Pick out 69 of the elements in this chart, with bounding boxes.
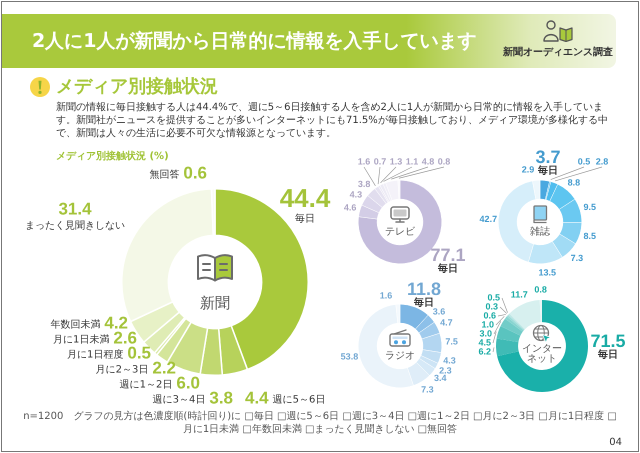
slice-label: 週に1～2日 bbox=[120, 380, 172, 391]
text: 新聞の情報に毎日接触する人は44.4%で、週に5～6日接触する人を含め2人に1人が新聞から日常的に情報を入手しています。新聞社がニュースを提供することが多いインターネットにも71.5%が毎日接触しており、メディア環境が多様化する中で、新聞は人々の生活に必要不可欠な情報源となっています。 bbox=[56, 101, 609, 140]
slice-label: 月に2～3日 bbox=[96, 364, 148, 376]
slice-label: 毎日 bbox=[295, 212, 315, 225]
slice-label: 月に1日程度 bbox=[66, 348, 124, 361]
data-label: 4.3 bbox=[350, 189, 362, 200]
data-label: 7.3 bbox=[570, 252, 584, 263]
data-label: 6.0 bbox=[176, 374, 200, 393]
data-label: 4.7 bbox=[440, 318, 453, 328]
data-label: 3.8 bbox=[209, 388, 234, 408]
data-label: 8.5 bbox=[583, 230, 596, 241]
data-label: 53.8 bbox=[340, 352, 358, 362]
data-label: 7.3 bbox=[421, 384, 434, 394]
data-label: 0.8 bbox=[438, 156, 450, 166]
data-label: 2.3 bbox=[439, 365, 452, 376]
data-label: 31.4 bbox=[58, 200, 92, 219]
data-label: 2.8 bbox=[596, 156, 608, 166]
data-label: 0.5 bbox=[487, 292, 500, 302]
data-label: 8.8 bbox=[568, 177, 580, 188]
data-label: 4.8 bbox=[422, 156, 434, 166]
data-label: 9.5 bbox=[583, 202, 596, 212]
slice-label: 毎日 bbox=[597, 348, 618, 361]
data-label: 4.5 bbox=[478, 337, 492, 348]
data-label: 4.3 bbox=[443, 355, 456, 366]
text: 新聞 bbox=[200, 294, 230, 312]
data-label: 4.4 bbox=[245, 388, 270, 408]
text: メディア別接触状況 (%) bbox=[56, 150, 169, 163]
data-label: 0.6 bbox=[483, 310, 496, 320]
slice-label: まったく見聞きしない bbox=[25, 220, 125, 232]
data-label: 1.1 bbox=[406, 156, 418, 166]
data-label: 3.8 bbox=[358, 179, 370, 190]
slice-label: 週に3～4日 bbox=[152, 394, 206, 406]
text: 雑誌 bbox=[530, 226, 550, 238]
data-label: 1.0 bbox=[481, 319, 494, 330]
text: 04 bbox=[609, 437, 622, 448]
data-label: 2.2 bbox=[152, 358, 176, 378]
data-label: 1.3 bbox=[390, 156, 402, 166]
slice-label: 毎日 bbox=[413, 296, 434, 309]
text: メディア別接触状況 bbox=[56, 75, 218, 99]
slice-label: 毎日 bbox=[537, 164, 558, 177]
slice-label: 年数回未満 bbox=[50, 318, 100, 331]
slice-label: 無回答 bbox=[149, 168, 180, 181]
slice-label: 月に1日未満 bbox=[52, 334, 110, 346]
text: テレビ bbox=[385, 226, 416, 238]
slice-label: 毎日 bbox=[437, 262, 458, 275]
data-label: 0.8 bbox=[534, 284, 547, 294]
data-label: 7.5 bbox=[445, 336, 458, 347]
data-label: 2.9 bbox=[522, 164, 534, 174]
text: n=1200 グラフの見方は色濃度順(時計回り)に □毎日 □週に5～6日 □週に3～4日 □週に1～2日 □月に2～3日 □月に1日程度 □月に1日未満 □年数回未満 □まったく見聞きしない □無回答 bbox=[22, 410, 618, 436]
data-label: 3.6 bbox=[432, 306, 446, 316]
text: 新聞オーディエンス調査 bbox=[503, 45, 613, 59]
data-label: 42.7 bbox=[480, 214, 498, 224]
data-label: 1.6 bbox=[380, 290, 392, 300]
text: 2人に1人が新聞から日常的に情報を入手しています bbox=[32, 29, 476, 54]
data-label: 0.3 bbox=[485, 301, 498, 312]
data-label: 13.5 bbox=[538, 268, 556, 278]
data-label: 0.7 bbox=[374, 156, 386, 166]
slice-label: 週に5～6日 bbox=[272, 394, 326, 406]
text: ラジオ bbox=[385, 350, 415, 362]
data-label: 4.6 bbox=[344, 202, 356, 213]
data-label: 1.6 bbox=[358, 156, 370, 166]
data-label: 11.7 bbox=[510, 289, 528, 300]
text: インターネット bbox=[522, 344, 562, 365]
data-label: 6.2 bbox=[478, 346, 492, 356]
data-label: 44.4 bbox=[280, 183, 331, 214]
data-label: 0.6 bbox=[183, 164, 208, 183]
data-label: 0.5 bbox=[578, 156, 590, 166]
data-label: 3.0 bbox=[479, 328, 492, 338]
data-label: 3.4 bbox=[434, 372, 447, 383]
